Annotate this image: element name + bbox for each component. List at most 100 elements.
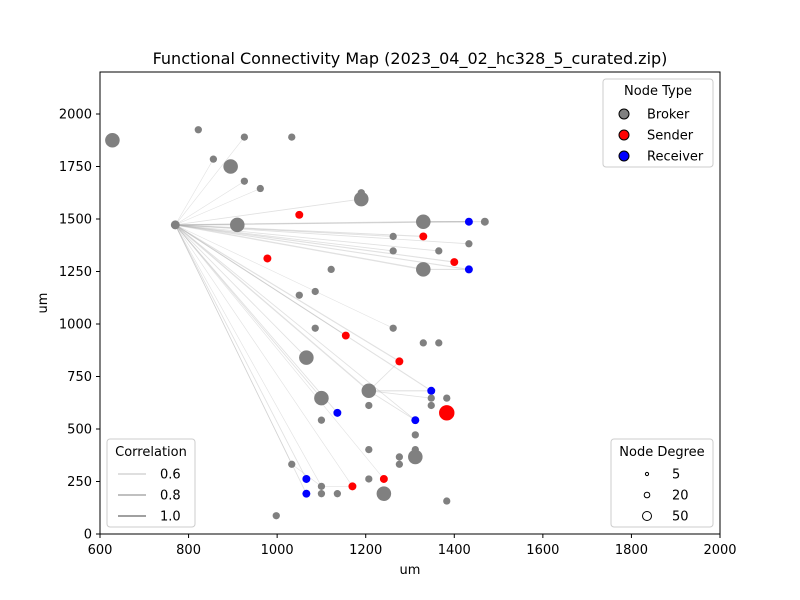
edge-line — [174, 224, 424, 237]
legend-correlation-frame — [106, 438, 196, 528]
y-tick-label: 2000 — [59, 108, 92, 123]
x-tick-label: 1200 — [349, 543, 382, 558]
edge-line — [174, 224, 432, 392]
node-point-sender — [263, 254, 272, 263]
node-point-broker — [435, 339, 443, 347]
node-point-sender — [348, 482, 357, 491]
legend-marker-sender — [618, 129, 630, 141]
legend-node-degree-frame — [610, 438, 714, 528]
node-point-broker — [361, 383, 377, 399]
y-tick-label: 0 — [84, 528, 92, 543]
node-point-broker — [311, 324, 319, 332]
plot-frame — [99, 71, 721, 535]
node-point-broker — [416, 262, 431, 277]
edge-line — [174, 224, 307, 480]
node-point-broker — [288, 460, 296, 468]
y-tick-label: 750 — [67, 370, 92, 385]
legend-correlation: Correlation 0.6 0.8 1.0 — [106, 438, 196, 528]
edge-line — [174, 224, 394, 237]
legend-label-correlation: 0.6 — [160, 468, 181, 483]
node-point-broker — [317, 482, 326, 490]
edge-line — [174, 224, 322, 399]
edge-line — [174, 224, 347, 336]
y-tick-label: 1250 — [59, 265, 92, 280]
node-point-broker — [256, 184, 264, 193]
edge-line — [174, 224, 322, 487]
edge-line — [174, 224, 470, 270]
edge-line — [174, 224, 307, 359]
edge-line — [174, 224, 470, 245]
node-point-sender — [450, 258, 459, 267]
node-point-receiver — [411, 416, 420, 425]
edge-line — [174, 221, 424, 226]
y-tick-label: 1500 — [59, 213, 92, 228]
node-point-broker — [194, 126, 202, 134]
node-point-broker — [443, 394, 451, 402]
edge-line — [174, 224, 370, 392]
edge-line — [174, 224, 394, 252]
legend-label-correlation: 1.0 — [160, 510, 181, 525]
node-point-broker — [416, 214, 431, 230]
node-point-broker — [105, 132, 120, 148]
edge-line — [174, 224, 455, 263]
y-axis: 0 250 500 750 1000 1250 1500 1750 2000 — [59, 108, 100, 543]
node-point-broker — [317, 416, 326, 424]
node-point-sender — [395, 357, 404, 366]
node-point-receiver — [464, 265, 473, 274]
node-point-broker — [389, 324, 397, 332]
node-point-broker — [411, 431, 419, 439]
node-point-broker — [408, 449, 423, 465]
x-axis-label: um — [400, 563, 421, 578]
legend-correlation-title: Correlation — [115, 445, 187, 460]
x-tick-label: 800 — [176, 543, 201, 558]
legend-node-degree-entries: 5 20 50 — [642, 468, 689, 525]
node-point-broker — [427, 394, 435, 402]
node-point-broker — [435, 247, 443, 255]
node-point-broker — [376, 486, 392, 501]
edge-line — [174, 136, 245, 226]
node-point-broker — [465, 240, 473, 248]
y-tick-label: 250 — [67, 475, 92, 490]
legend-node-type-entries: Broker Sender Receiver — [618, 108, 704, 165]
legend-marker-degree — [643, 491, 651, 499]
node-point-broker — [327, 265, 335, 274]
edge-line — [174, 180, 245, 226]
edge-line — [174, 224, 353, 487]
node-point-sender — [419, 232, 428, 241]
node-point-broker — [288, 133, 296, 141]
x-tick-label: 1000 — [261, 543, 294, 558]
edge-line — [174, 188, 261, 226]
node-point-broker — [317, 490, 326, 498]
node-point-receiver — [302, 489, 311, 498]
legend-node-type-frame — [602, 78, 714, 168]
legend-label-broker: Broker — [647, 108, 690, 123]
node-point-broker — [365, 401, 373, 410]
node-point-broker — [365, 445, 373, 454]
node-point-broker — [389, 232, 397, 241]
node-point-sender — [341, 331, 350, 340]
legend-node-type: Node Type Broker Sender Receiver — [602, 78, 714, 168]
x-axis: 600 800 1000 1200 1400 1600 1800 2000 — [88, 534, 737, 558]
x-tick-label: 2000 — [703, 543, 736, 558]
edge-line — [174, 224, 440, 252]
y-tick-label: 1000 — [59, 318, 92, 333]
y-tick-label: 500 — [67, 423, 92, 438]
node-point-broker — [389, 247, 397, 255]
edge-line — [174, 224, 385, 480]
edge-line — [174, 224, 394, 329]
node-point-broker — [419, 339, 427, 347]
legend-marker-broker — [618, 108, 630, 120]
nodes-layer — [105, 126, 489, 520]
y-tick-label: 1750 — [59, 160, 92, 175]
node-point-receiver — [302, 474, 311, 483]
node-point-broker — [354, 191, 369, 207]
legend-label-degree: 20 — [672, 489, 689, 504]
node-point-receiver — [333, 408, 342, 417]
node-point-broker — [295, 291, 303, 299]
node-point-broker — [395, 453, 404, 461]
node-point-broker — [314, 390, 329, 406]
edges-layer — [174, 136, 486, 495]
node-point-broker — [240, 177, 249, 185]
edge-line — [174, 224, 338, 414]
legend-label-degree: 50 — [672, 510, 689, 525]
